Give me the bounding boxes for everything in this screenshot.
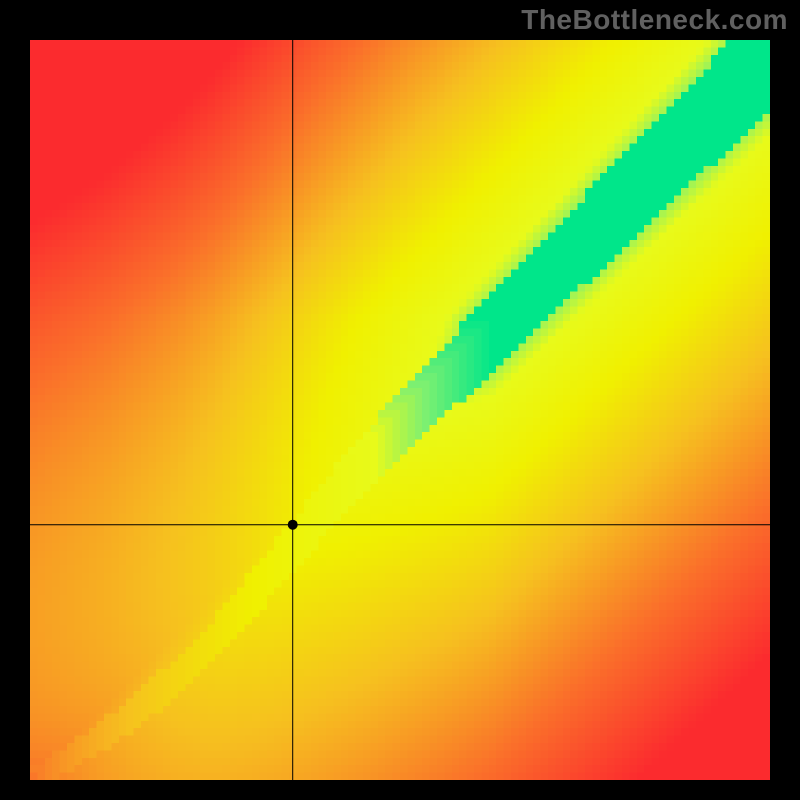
- watermark-text: TheBottleneck.com: [521, 4, 788, 36]
- chart-container: TheBottleneck.com: [0, 0, 800, 800]
- bottleneck-heatmap: [30, 40, 770, 780]
